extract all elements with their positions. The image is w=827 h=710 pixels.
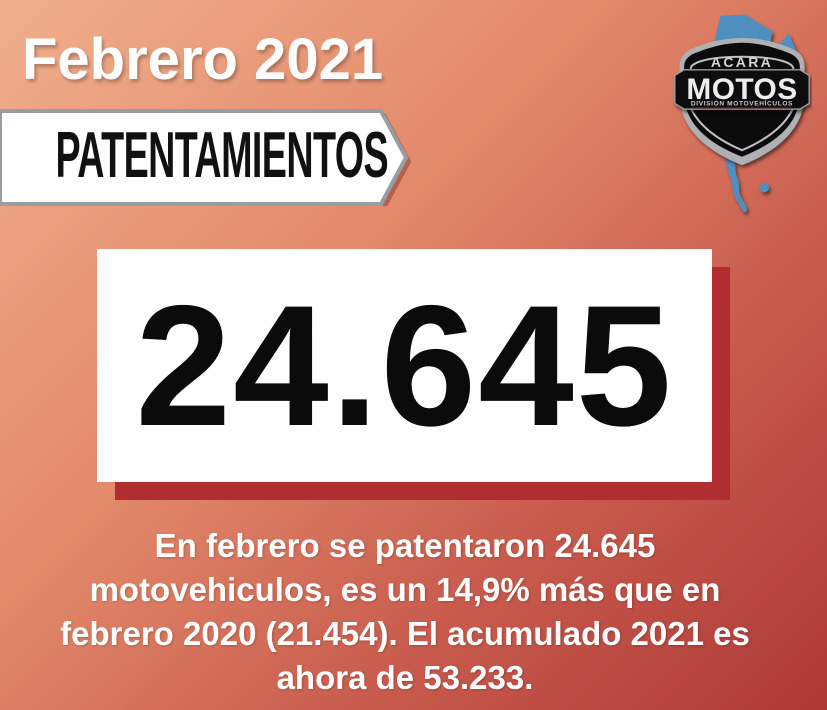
- svg-text:DIVISIÓN MOTOVEHÍCULOS: DIVISIÓN MOTOVEHÍCULOS: [691, 98, 793, 107]
- svg-text:ACARA: ACARA: [711, 54, 773, 70]
